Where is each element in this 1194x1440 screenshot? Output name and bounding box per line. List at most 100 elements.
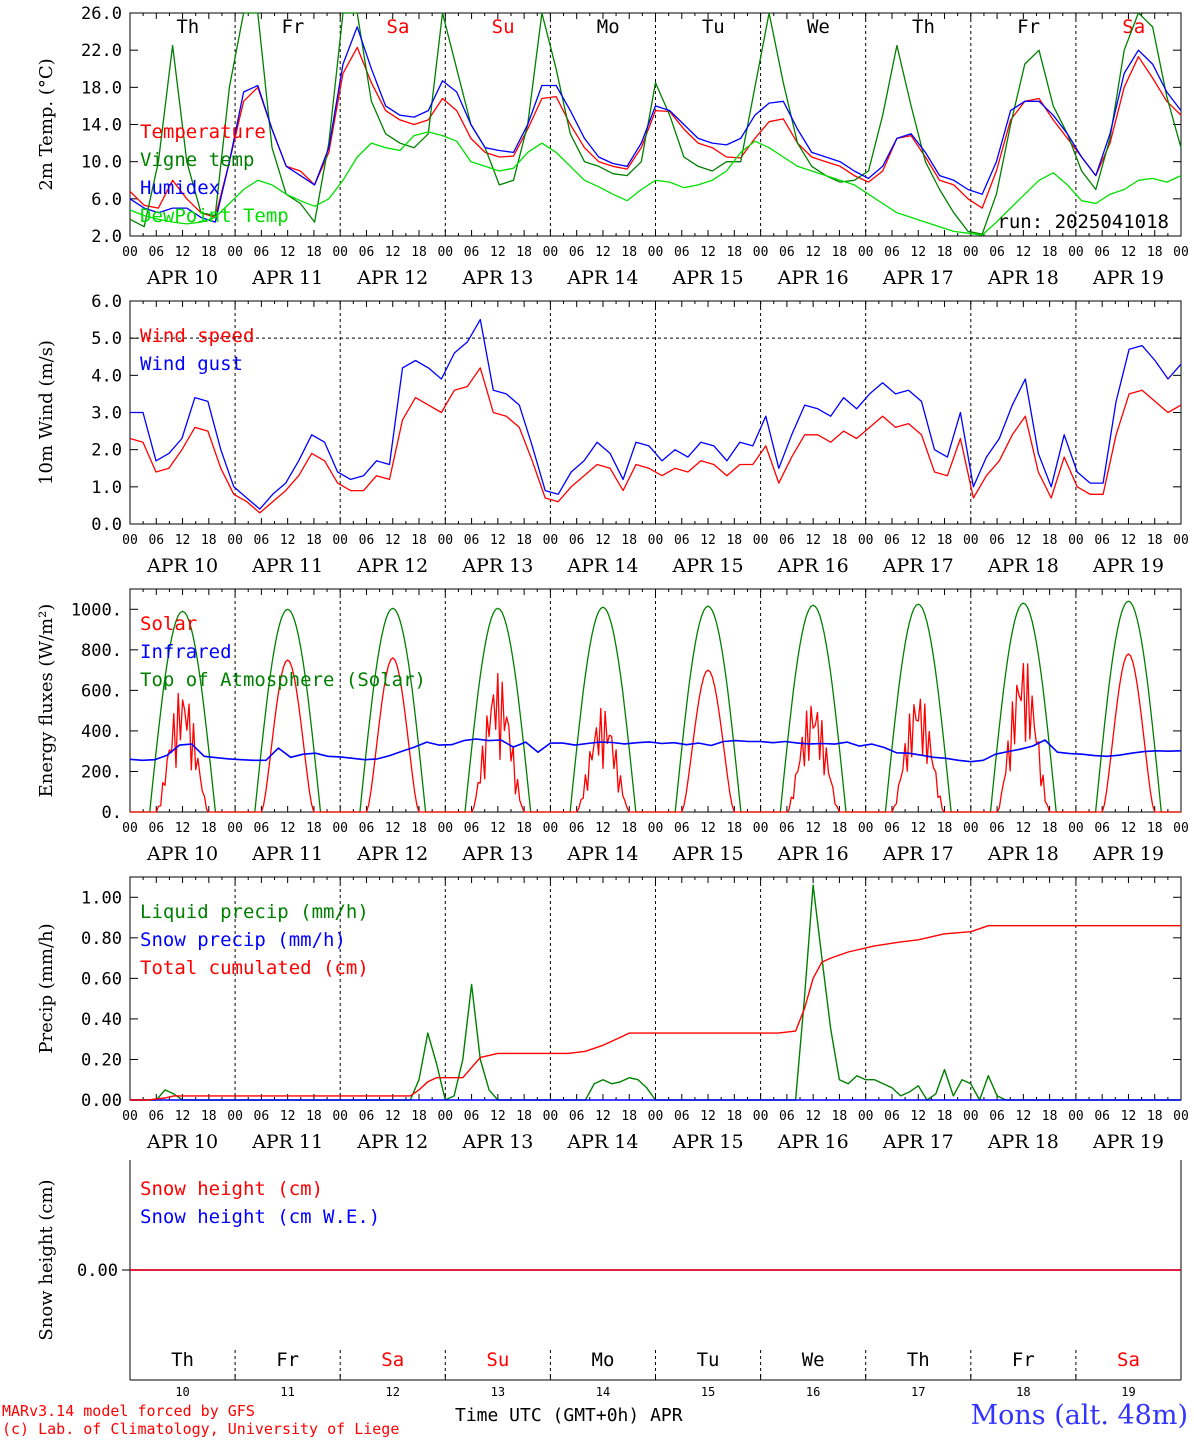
hour-tick-label: 12: [490, 245, 506, 260]
hour-tick-label: 00: [227, 245, 243, 260]
y-axis-label: 2m Temp. (°C): [36, 58, 57, 190]
legend-entry: Temperature: [140, 121, 266, 143]
hour-tick-label: 18: [201, 533, 217, 548]
hour-tick-label: 00: [648, 533, 664, 548]
y-tick-label: 1.00: [81, 888, 122, 908]
hour-tick-label: 00: [1068, 1109, 1084, 1124]
hour-tick-label: 18: [201, 1109, 217, 1124]
bottom-day-number: 17: [911, 1385, 925, 1399]
hour-tick-label: 00: [1173, 245, 1189, 260]
date-label: APR 11: [251, 843, 323, 865]
day-name-label: Fr: [1017, 16, 1040, 38]
hour-tick-label: 18: [937, 533, 953, 548]
date-label: APR 12: [356, 267, 428, 289]
hour-tick-label: 18: [306, 1109, 322, 1124]
y-tick-label: 0.00: [77, 1261, 118, 1281]
y-tick-label: 0.00: [81, 1091, 122, 1111]
y-tick-label: 0.40: [81, 1010, 122, 1030]
hour-tick-label: 00: [543, 1109, 559, 1124]
hour-tick-label: 12: [595, 533, 611, 548]
date-label: APR 11: [251, 555, 323, 577]
series-line-wind-gust: [130, 318, 1182, 510]
series-line-dewpoint-temp: [129, 131, 1182, 236]
series-line-vigne-temp: [129, 12, 1182, 235]
date-label: APR 16: [777, 555, 849, 577]
bottom-day-name: Tu: [697, 1349, 720, 1371]
hour-tick-label: 12: [175, 533, 191, 548]
hour-tick-label: 06: [464, 821, 480, 836]
y-tick-label: 26.0: [81, 4, 122, 24]
y-tick-label: 22.0: [81, 41, 122, 61]
hour-tick-label: 18: [411, 533, 427, 548]
hour-tick-label: 06: [779, 1109, 795, 1124]
hour-tick-label: 12: [490, 533, 506, 548]
bottom-day-name: Sa: [1117, 1349, 1140, 1371]
date-label: APR 11: [251, 267, 323, 289]
hour-tick-label: 00: [963, 533, 979, 548]
hour-tick-label: 18: [621, 821, 637, 836]
hour-tick-label: 12: [1016, 533, 1032, 548]
day-name-label: We: [807, 16, 830, 38]
legend-entry: Humidex: [140, 177, 220, 199]
hour-tick-label: 18: [726, 821, 742, 836]
bottom-day-number: 10: [175, 1385, 189, 1399]
hour-tick-label: 06: [359, 533, 375, 548]
hour-tick-label: 06: [569, 245, 585, 260]
hour-tick-label: 00: [963, 821, 979, 836]
hour-tick-label: 00: [437, 533, 453, 548]
hour-tick-label: 12: [175, 821, 191, 836]
hour-tick-label: 18: [306, 245, 322, 260]
date-label: APR 17: [882, 267, 954, 289]
hour-tick-label: 12: [280, 1109, 296, 1124]
hour-tick-label: 18: [621, 1109, 637, 1124]
hour-tick-label: 00: [437, 821, 453, 836]
y-axis-label: 10m Wind (m/s): [36, 340, 57, 485]
hour-tick-label: 00: [543, 245, 559, 260]
date-label: APR 10: [146, 1131, 218, 1153]
hour-tick-label: 12: [385, 1109, 401, 1124]
hour-tick-label: 18: [1147, 821, 1163, 836]
hour-tick-label: 06: [254, 1109, 270, 1124]
date-label: APR 14: [566, 843, 638, 865]
date-label: APR 13: [461, 1131, 533, 1153]
hour-tick-label: 00: [648, 1109, 664, 1124]
date-label: APR 14: [566, 1131, 638, 1153]
hour-tick-label: 18: [1042, 245, 1058, 260]
hour-tick-label: 12: [1016, 1109, 1032, 1124]
date-label: APR 13: [461, 267, 533, 289]
date-label: APR 16: [777, 843, 849, 865]
date-label: APR 14: [566, 267, 638, 289]
y-tick-label: 2.0: [91, 227, 122, 247]
y-axis-label: Snow height (cm): [36, 1179, 57, 1340]
date-label: APR 15: [672, 267, 744, 289]
date-label: APR 13: [461, 843, 533, 865]
hour-tick-label: 18: [726, 1109, 742, 1124]
bottom-day-number: 13: [491, 1385, 505, 1399]
hour-tick-label: 18: [516, 533, 532, 548]
legend-entry: Snow height (cm W.E.): [140, 1206, 380, 1228]
legend-entry: Wind speed: [140, 325, 254, 347]
hour-tick-label: 00: [1068, 245, 1084, 260]
hour-tick-label: 12: [175, 1109, 191, 1124]
hour-tick-label: 06: [148, 1109, 164, 1124]
hour-tick-label: 06: [464, 245, 480, 260]
hour-tick-label: 12: [1016, 245, 1032, 260]
hour-tick-label: 00: [858, 245, 874, 260]
hour-tick-label: 18: [516, 821, 532, 836]
hour-tick-label: 06: [884, 821, 900, 836]
hour-tick-label: 18: [411, 245, 427, 260]
y-tick-label: 3.0: [91, 404, 122, 424]
hour-tick-label: 18: [937, 821, 953, 836]
y-tick-label: 18.0: [81, 78, 122, 98]
hour-tick-label: 12: [385, 821, 401, 836]
y-tick-label: 800.: [81, 641, 122, 661]
hour-tick-label: 18: [621, 533, 637, 548]
hour-tick-label: 06: [254, 533, 270, 548]
hour-tick-label: 00: [1173, 1109, 1189, 1124]
hour-tick-label: 12: [1121, 821, 1137, 836]
date-label: APR 18: [987, 267, 1059, 289]
hour-tick-label: 06: [779, 245, 795, 260]
date-label: APR 17: [882, 555, 954, 577]
time-axis-label: Time UTC (GMT+0h) APR: [455, 1405, 683, 1426]
